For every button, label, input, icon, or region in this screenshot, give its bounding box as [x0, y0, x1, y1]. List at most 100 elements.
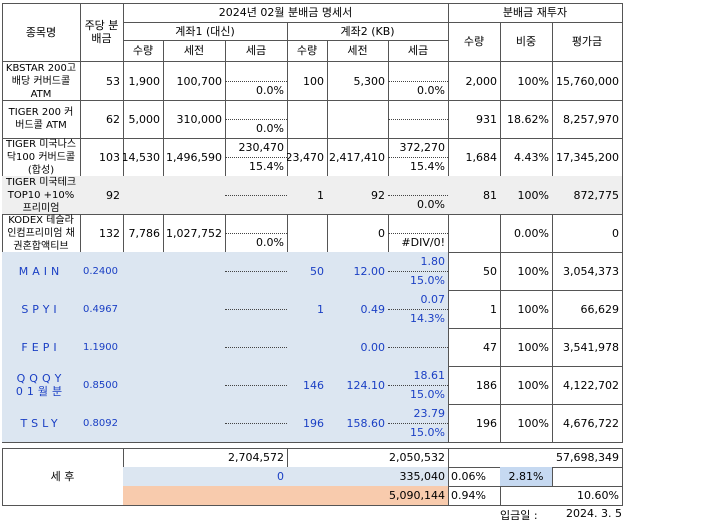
reinvest-weight: 100% — [500, 62, 553, 101]
tax-amount — [225, 176, 287, 196]
pretax — [327, 100, 389, 139]
tax-amount — [388, 100, 448, 120]
pretax: 12.00 — [327, 252, 389, 291]
tax-amount — [388, 176, 448, 196]
reinvest-weight: 4.43% — [500, 138, 553, 177]
reinvest-value: 3,054,373 — [552, 252, 623, 291]
quantity: 100 — [287, 62, 328, 101]
header-cell: 세금 — [388, 40, 449, 62]
dividend: 0.2400 — [80, 252, 124, 291]
quantity: 23,470 — [287, 138, 328, 177]
tax: 0.0% — [225, 100, 288, 139]
reinvest-weight: 100% — [500, 252, 553, 291]
quantity — [123, 176, 164, 215]
header-cell: 세전 — [327, 40, 389, 62]
footer: 입금일 : 2024. 3. 5 — [500, 507, 622, 522]
tax-rate — [225, 272, 287, 291]
quantity: 146 — [287, 366, 328, 405]
pretax — [163, 252, 226, 291]
quantity: 14,530 — [123, 138, 164, 177]
dividend: 132 — [80, 214, 124, 253]
tax-amount — [225, 100, 287, 120]
header-cell: 2024년 02월 분배금 명세서 — [123, 3, 449, 23]
tax-amount — [225, 366, 287, 386]
tax — [388, 100, 449, 139]
tax — [225, 252, 288, 291]
tax: 372,270 15.4% — [388, 138, 449, 177]
header-cell: 세전 — [163, 40, 226, 62]
quantity: 50 — [287, 252, 328, 291]
tax — [225, 366, 288, 405]
reinvest-quantity: 1 — [448, 290, 501, 329]
pretax: 2,417,410 — [327, 138, 389, 177]
tax-amount: 0.07 — [388, 290, 448, 310]
footer-date: 2024. 3. 5 — [566, 507, 622, 520]
tax-rate: 15.4% — [249, 160, 284, 174]
summary-value: 2,704,572 — [123, 448, 288, 468]
tax-rate: 14.3% — [410, 312, 445, 326]
dividend: 1.1900 — [80, 328, 124, 367]
reinvest-quantity: 2,000 — [448, 62, 501, 101]
tax: 0.0% — [388, 62, 449, 101]
summary-value: 2.81% — [500, 467, 553, 487]
pretax — [163, 404, 226, 443]
reinvest-quantity: 81 — [448, 176, 501, 215]
summary-cell — [552, 467, 623, 487]
quantity — [123, 252, 164, 291]
pretax — [163, 290, 226, 329]
stock-name: KODEX 테슬라 인컴프리미엄 채권혼합액티브 — [2, 214, 81, 253]
reinvest-value: 0 — [552, 214, 623, 253]
tax-amount — [388, 214, 448, 234]
tax-amount — [388, 328, 448, 348]
tax-amount — [388, 62, 448, 82]
tax: 0.0% — [388, 176, 449, 215]
stock-name: TIGER 미국나스닥100 커버드콜(합성) — [2, 138, 81, 177]
tax-rate: 0.0% — [256, 236, 284, 250]
header-cell: 평가금 — [552, 22, 623, 62]
summary-label: 세 후 — [2, 448, 124, 506]
quantity — [287, 328, 328, 367]
stock-name: FEPI — [2, 328, 81, 367]
tax-amount — [225, 404, 287, 424]
pretax: 310,000 — [163, 100, 226, 139]
tax: 0.07 14.3% — [388, 290, 449, 329]
reinvest-quantity — [448, 214, 501, 253]
header-cell: 주당 분배금 — [80, 3, 124, 62]
reinvest-value: 15,760,000 — [552, 62, 623, 101]
footer-label: 입금일 : — [500, 509, 538, 522]
tax — [225, 290, 288, 329]
tax-amount — [225, 214, 287, 234]
tax-amount: 1.80 — [388, 252, 448, 272]
tax-amount — [225, 328, 287, 348]
summary-value: 5,090,144 — [123, 486, 449, 506]
tax-rate: 0.0% — [417, 84, 445, 98]
reinvest-value: 4,676,722 — [552, 404, 623, 443]
stock-name: KBSTAR 200고배당 커버드콜ATM — [2, 62, 81, 101]
reinvest-value: 66,629 — [552, 290, 623, 329]
tax-rate — [225, 310, 287, 329]
reinvest-value: 872,775 — [552, 176, 623, 215]
tax: #DIV/0! — [388, 214, 449, 253]
dividend: 0.8092 — [80, 404, 124, 443]
reinvest-weight: 100% — [500, 328, 553, 367]
quantity: 1 — [287, 290, 328, 329]
quantity — [123, 404, 164, 443]
pretax: 0.00 — [327, 328, 389, 367]
reinvest-quantity: 196 — [448, 404, 501, 443]
header-cell: 수량 — [448, 22, 501, 62]
stock-name: TIGER 200 커버드콜 ATM — [2, 100, 81, 139]
tax-rate — [388, 348, 448, 367]
summary-value: 0.94% — [448, 486, 501, 506]
header-cell: 비중 — [500, 22, 553, 62]
summary-value: 57,698,349 — [448, 448, 623, 468]
tax: 18.61 15.0% — [388, 366, 449, 405]
tax — [225, 404, 288, 443]
reinvest-value: 4,122,702 — [552, 366, 623, 405]
reinvest-weight: 100% — [500, 176, 553, 215]
dividend: 92 — [80, 176, 124, 215]
dividend: 0.4967 — [80, 290, 124, 329]
tax-rate: #DIV/0! — [401, 236, 445, 250]
pretax: 158.60 — [327, 404, 389, 443]
tax-amount: 23.79 — [388, 404, 448, 424]
